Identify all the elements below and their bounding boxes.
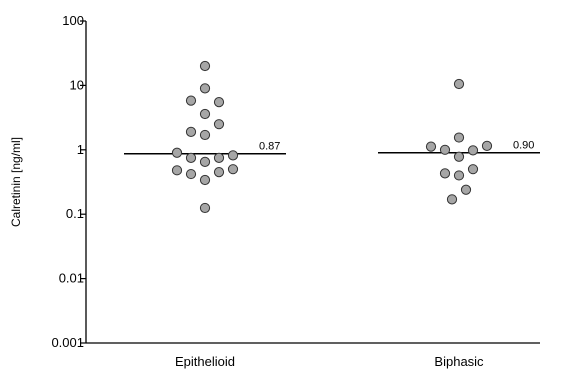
data-point [171, 165, 183, 176]
y-tick-label: 100 [62, 13, 84, 28]
y-tick-label: 0.001 [51, 335, 84, 350]
median-value-label: 0.90 [513, 140, 534, 152]
data-point [425, 141, 437, 152]
data-point [467, 145, 479, 156]
data-point [453, 78, 465, 90]
data-point [199, 202, 211, 214]
data-point [199, 83, 211, 94]
data-point [453, 151, 465, 162]
data-point [199, 129, 211, 141]
y-tick-label: 0.01 [59, 271, 84, 286]
data-point [171, 147, 183, 158]
data-point [227, 164, 239, 175]
data-point [446, 194, 458, 205]
data-point [185, 126, 197, 137]
data-point [213, 97, 225, 108]
y-tick-label: 0.1 [66, 206, 84, 221]
data-points [171, 60, 493, 214]
data-point [439, 168, 451, 179]
data-point [453, 170, 465, 181]
data-point [481, 140, 493, 151]
data-point [185, 95, 197, 106]
data-point [199, 108, 211, 120]
data-point [467, 164, 479, 175]
y-tick-label: 1 [77, 142, 84, 157]
data-point [213, 167, 225, 178]
data-point [439, 144, 451, 155]
data-point [453, 132, 465, 143]
data-point [199, 174, 211, 186]
y-axis-label: Calretinin [ng/ml] [9, 137, 23, 227]
data-point [185, 152, 197, 163]
data-point [213, 119, 225, 130]
data-point [199, 156, 211, 167]
median-value-label: 0.87 [259, 141, 280, 153]
axes: 100 10 1 0.1 0.01 0.001 Epithelioid Biphasic [51, 13, 540, 369]
data-point [199, 60, 211, 72]
data-point [227, 150, 239, 161]
x-category-label: Epithelioid [175, 354, 235, 369]
data-point [213, 152, 225, 163]
data-point [185, 168, 197, 180]
x-category-label: Biphasic [434, 354, 484, 369]
y-tick-label: 10 [70, 77, 84, 92]
data-point [460, 184, 472, 195]
